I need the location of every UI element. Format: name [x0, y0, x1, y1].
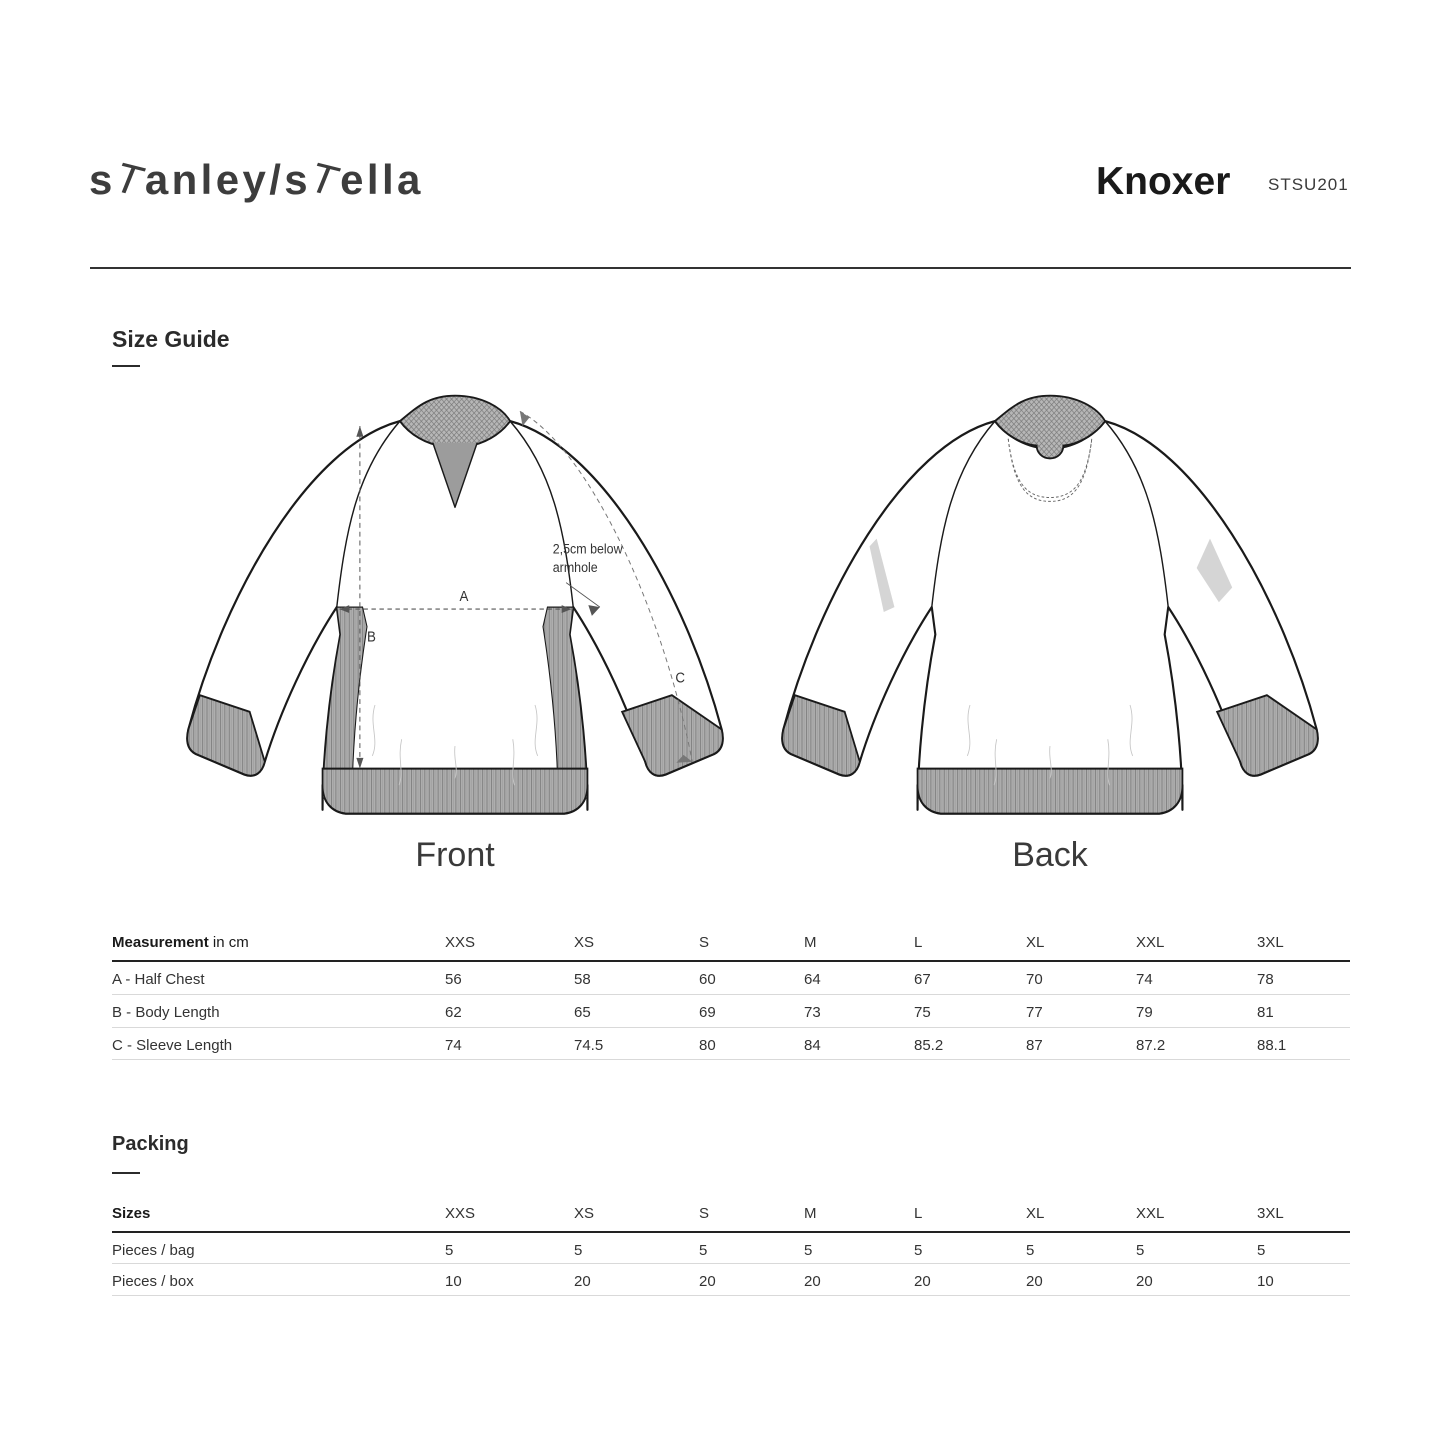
svg-text:B: B: [367, 628, 376, 645]
svg-text:2,5cm below: 2,5cm below: [553, 541, 623, 557]
svg-text:A: A: [459, 588, 469, 605]
svg-text:C: C: [675, 669, 685, 686]
svg-text:armhole: armhole: [553, 559, 598, 575]
